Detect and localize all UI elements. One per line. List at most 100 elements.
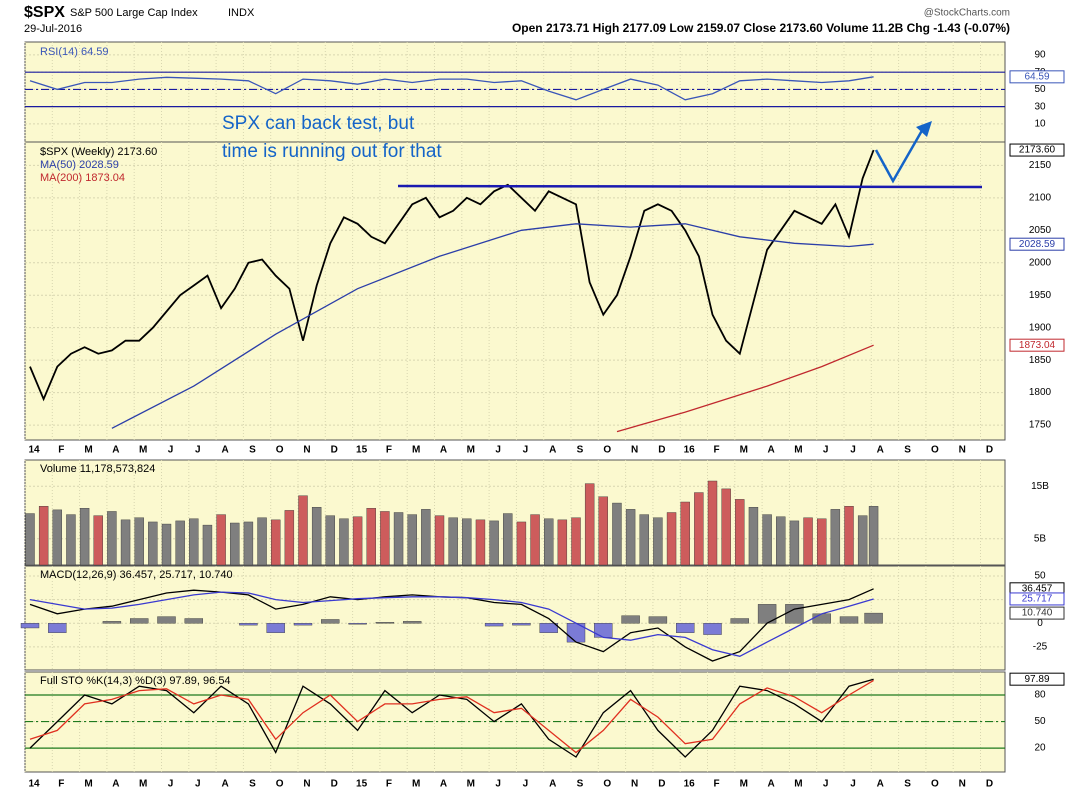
- bar: [230, 522, 240, 566]
- bar: [284, 510, 295, 566]
- x-tick-label: 16: [684, 779, 696, 790]
- x-tick-label: 14: [28, 445, 40, 456]
- bar: [812, 613, 831, 624]
- x-tick-label: S: [904, 445, 911, 456]
- index-name: S&P 500 Large Cap Index: [70, 7, 198, 19]
- y-tick-label: 0: [1037, 618, 1043, 629]
- bar: [594, 623, 613, 638]
- x-tick-label: A: [112, 779, 119, 790]
- x-tick-label: D: [986, 445, 993, 456]
- bar: [393, 512, 404, 566]
- x-tick-label: J: [523, 445, 529, 456]
- x-tick-label: N: [303, 779, 310, 790]
- x-tick-label: J: [823, 445, 829, 456]
- y-tick-label: 30: [1034, 101, 1046, 112]
- x-tick-label: J: [823, 779, 829, 790]
- bar: [639, 514, 649, 566]
- bar: [648, 616, 668, 624]
- bar: [48, 623, 67, 633]
- bar: [366, 508, 376, 566]
- bar: [666, 512, 677, 566]
- last-value-label: 36.457: [1022, 583, 1053, 594]
- x-tick-label: A: [221, 779, 228, 790]
- bar: [839, 616, 859, 624]
- bar: [257, 517, 267, 566]
- panel: [24, 41, 1006, 143]
- x-tick-label: M: [740, 445, 748, 456]
- bar: [266, 623, 285, 633]
- bar: [161, 523, 172, 566]
- bar: [375, 622, 395, 624]
- x-tick-label: M: [467, 779, 475, 790]
- y-tick-label: 90: [1034, 50, 1046, 61]
- x-tick-label: M: [412, 779, 420, 790]
- bar: [516, 521, 527, 566]
- x-tick-label: F: [713, 779, 719, 790]
- x-tick-label: 15: [356, 779, 368, 790]
- series-line: [111, 223, 874, 429]
- x-tick-label: M: [84, 779, 92, 790]
- bar: [298, 495, 308, 566]
- bar: [475, 519, 486, 566]
- bar: [621, 615, 640, 624]
- x-tick-label: S: [249, 779, 256, 790]
- y-tick-label: 1900: [1029, 322, 1052, 333]
- x-tick-label: F: [386, 779, 392, 790]
- bar: [175, 520, 185, 566]
- bar: [557, 519, 568, 566]
- x-tick-label: J: [495, 779, 501, 790]
- bar: [612, 502, 622, 566]
- last-value-label: 97.89: [1024, 674, 1049, 685]
- bar: [293, 623, 313, 626]
- last-value-label: 64.59: [1024, 71, 1049, 82]
- bar: [462, 518, 472, 566]
- x-tick-label: A: [767, 445, 774, 456]
- bar: [202, 524, 213, 566]
- bar: [380, 511, 390, 566]
- exchange: INDX: [228, 7, 255, 19]
- panel: [24, 141, 1006, 441]
- x-tick-label: M: [740, 779, 748, 790]
- date: 29-Jul-2016: [24, 23, 82, 35]
- y-tick-label: 1750: [1029, 420, 1052, 431]
- bar: [868, 506, 879, 566]
- x-tick-label: 16: [684, 445, 696, 456]
- bar: [102, 621, 122, 624]
- bar: [730, 618, 749, 624]
- last-value-box: [1009, 237, 1065, 251]
- projection-arrow: [874, 126, 926, 184]
- bar: [707, 480, 718, 566]
- annotation: SPX can back test, but: [222, 113, 415, 134]
- x-tick-label: M: [412, 445, 420, 456]
- x-tick-label: O: [931, 445, 939, 456]
- bar: [598, 496, 608, 566]
- last-value-box: [1009, 672, 1065, 686]
- x-tick-label: A: [112, 445, 119, 456]
- x-tick-label: O: [931, 779, 939, 790]
- bar: [20, 623, 40, 629]
- bar: [243, 521, 254, 566]
- bar: [680, 501, 690, 566]
- y-tick-label: 2050: [1029, 225, 1052, 236]
- x-tick-label: M: [139, 445, 147, 456]
- y-tick-label: 2150: [1029, 160, 1052, 171]
- last-value-label: 10.740: [1022, 608, 1053, 619]
- x-tick-label: N: [303, 445, 310, 456]
- x-tick-label: J: [168, 445, 174, 456]
- y-tick-label: 15B: [1031, 481, 1049, 492]
- bar: [120, 519, 131, 566]
- bar: [844, 506, 854, 566]
- bar: [735, 499, 745, 566]
- y-tick-label: 50: [1034, 84, 1046, 95]
- x-tick-label: S: [904, 779, 911, 790]
- bar: [830, 509, 841, 566]
- y-tick-label: 50: [1034, 571, 1046, 582]
- bar: [503, 513, 513, 566]
- bar: [421, 509, 431, 566]
- bar: [93, 515, 103, 566]
- x-tick-label: D: [331, 445, 338, 456]
- x-tick-label: A: [549, 779, 556, 790]
- y-tick-label: 1950: [1029, 290, 1052, 301]
- x-tick-label: A: [549, 445, 556, 456]
